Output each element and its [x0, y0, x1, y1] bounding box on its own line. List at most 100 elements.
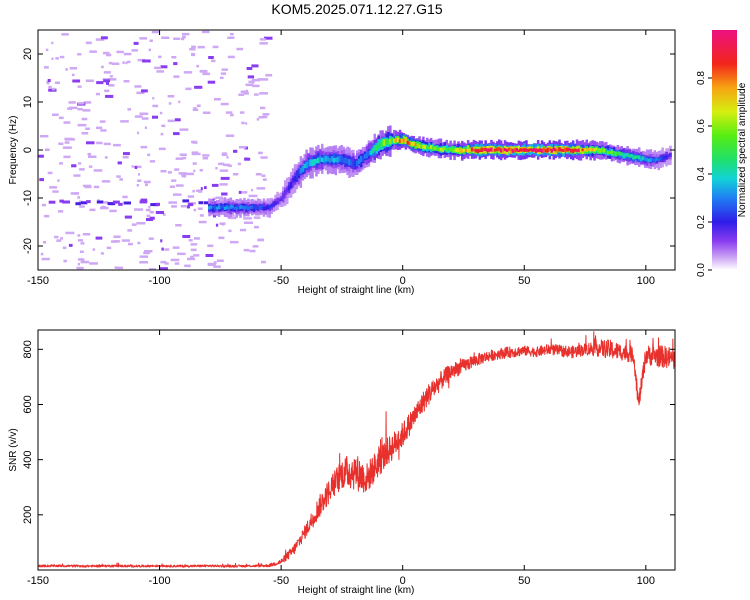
noise-speckle	[141, 89, 148, 93]
ridge-cell	[463, 148, 466, 152]
ridge-cell	[418, 144, 421, 149]
noise-speckle	[152, 104, 159, 108]
ridge-cell	[669, 152, 672, 157]
noise-speckle	[252, 245, 259, 248]
noise-speckle	[116, 266, 124, 270]
noise-speckle	[207, 262, 215, 266]
noise-speckle	[147, 153, 151, 157]
figure-title: KOM5.2025.071.12.27.G15	[271, 1, 442, 17]
noise-speckle	[191, 45, 196, 49]
noise-speckle	[71, 164, 77, 168]
noise-speckle	[122, 195, 128, 199]
ridge-cell	[227, 206, 231, 210]
noise-speckle	[151, 30, 161, 34]
ridge-cell	[634, 155, 637, 159]
spectrogram-noise	[38, 30, 273, 270]
ridge-cell	[517, 149, 520, 153]
noise-speckle	[124, 215, 132, 219]
ridge-cell	[237, 206, 240, 210]
ridge-cell	[527, 148, 530, 153]
noise-speckle	[131, 49, 138, 52]
noise-speckle	[137, 179, 142, 182]
noise-speckle	[67, 107, 70, 110]
ridge-cell	[400, 138, 404, 144]
ridge-cell	[233, 207, 236, 210]
noise-speckle	[233, 149, 238, 153]
noise-speckle	[62, 200, 70, 204]
ridge-cell	[659, 157, 662, 161]
noise-speckle	[55, 57, 59, 60]
noise-speckle	[258, 116, 266, 119]
noise-speckle	[192, 189, 196, 193]
noise-speckle	[56, 239, 62, 242]
noise-speckle	[225, 111, 233, 114]
ridge-cell	[365, 151, 369, 159]
ridge-cell	[315, 158, 318, 164]
noise-speckle	[231, 214, 235, 217]
noise-speckle	[96, 81, 104, 85]
noise-speckle	[167, 119, 175, 123]
ridge-cell	[488, 148, 491, 152]
ridge-cell	[328, 158, 332, 163]
ridge-cell	[305, 161, 308, 169]
noise-speckle	[213, 265, 221, 268]
noise-speckle	[79, 250, 84, 253]
noise-speckle	[121, 239, 130, 242]
noise-speckle	[179, 153, 187, 156]
ridge-cell	[653, 158, 657, 163]
noise-speckle	[79, 205, 85, 208]
noise-speckle	[61, 33, 69, 36]
colorbar-gradient	[712, 30, 737, 270]
noise-speckle	[148, 48, 151, 52]
noise-speckle	[144, 126, 147, 129]
ridge-cell	[424, 145, 427, 150]
noise-speckle	[246, 67, 253, 70]
ridge-cell	[326, 156, 330, 162]
ridge-cell	[256, 206, 260, 211]
noise-speckle	[133, 165, 142, 169]
noise-speckle	[187, 257, 195, 261]
noise-speckle	[149, 216, 155, 220]
ridge-cell	[595, 147, 598, 151]
ridge-cell	[523, 147, 526, 152]
noise-speckle	[190, 243, 195, 246]
noise-speckle	[243, 92, 249, 95]
noise-speckle	[48, 85, 52, 89]
noise-speckle	[149, 39, 153, 42]
ridge-cell	[414, 143, 417, 147]
noise-speckle	[197, 45, 205, 49]
ridge-cell	[663, 156, 666, 160]
noise-speckle	[158, 147, 166, 151]
noise-speckle	[186, 205, 190, 209]
noise-speckle	[240, 90, 247, 93]
noise-speckle	[160, 170, 167, 173]
noise-speckle	[59, 55, 65, 59]
noise-speckle	[171, 179, 177, 182]
y-tick-label: 0	[22, 147, 34, 153]
ridge-cell	[562, 149, 565, 152]
noise-speckle	[51, 41, 54, 45]
spectrogram-ridge	[208, 125, 672, 218]
noise-speckle	[238, 93, 244, 96]
ridge-cell	[552, 147, 555, 155]
noise-line-segment	[118, 202, 123, 206]
ridge-cell	[447, 147, 450, 151]
ridge-cell	[416, 143, 419, 148]
noise-speckle	[172, 246, 180, 249]
noise-speckle	[162, 213, 166, 216]
noise-speckle	[226, 156, 229, 159]
y-tick-label: 400	[22, 450, 34, 468]
noise-speckle	[82, 109, 91, 112]
noise-speckle	[99, 120, 106, 123]
ridge-cell	[503, 148, 507, 151]
noise-speckle	[196, 189, 203, 192]
noise-speckle	[260, 156, 268, 159]
noise-speckle	[100, 129, 107, 132]
ridge-cell	[482, 147, 485, 152]
noise-speckle	[68, 243, 73, 247]
noise-speckle	[214, 98, 221, 101]
noise-speckle	[145, 183, 148, 187]
noise-speckle	[77, 196, 81, 199]
noise-speckle	[168, 102, 172, 105]
noise-speckle	[249, 249, 256, 253]
